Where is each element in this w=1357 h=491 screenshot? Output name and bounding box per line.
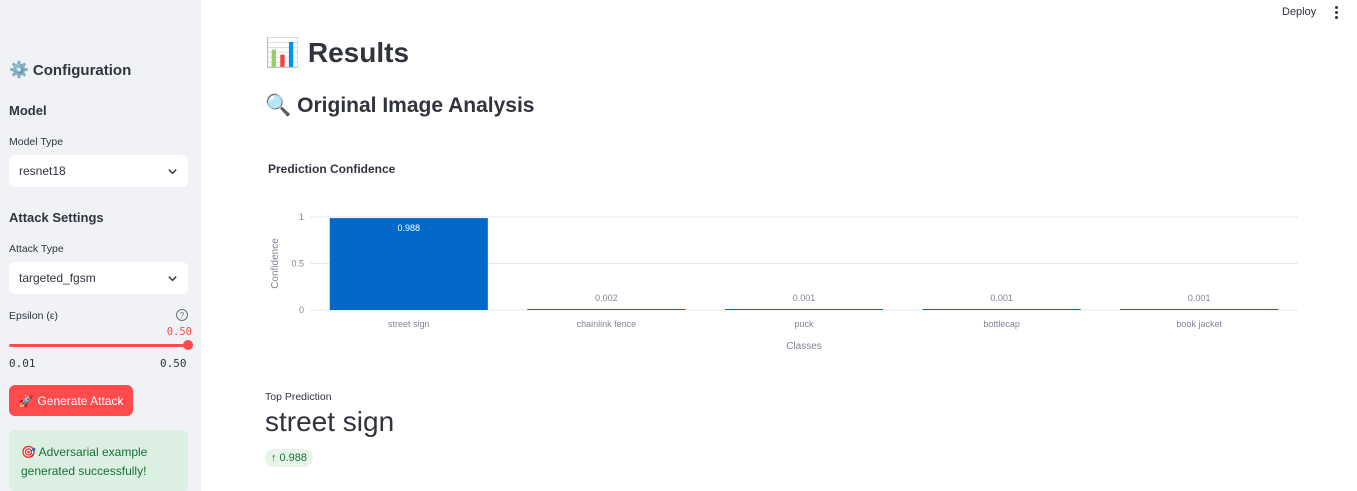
bar-value-label: 0.001: [990, 293, 1013, 303]
model-type-select[interactable]: resnet18: [9, 155, 188, 187]
sidebar-title: ⚙️ Configuration: [9, 60, 131, 80]
bar-value-label: 0.002: [595, 293, 618, 303]
chevron-down-icon: [168, 275, 177, 281]
y-tick-label: 1: [299, 212, 304, 222]
attack-settings-heading: Attack Settings: [9, 210, 104, 225]
bar: [922, 309, 1081, 310]
magnifier-icon: 🔍: [265, 94, 292, 117]
bar-chart-icon: 📊: [265, 37, 300, 68]
confidence-bar-chart: 0 0.5 1 Confidence 0.988 street sign 0.002 chai…: [270, 212, 1298, 352]
page-title: 📊 Results: [265, 36, 409, 69]
x-tick-label: street sign: [388, 319, 430, 329]
bar-value-label: 0.001: [793, 293, 816, 303]
bar: [527, 309, 686, 310]
model-heading: Model: [9, 103, 47, 118]
bar: [724, 309, 884, 310]
epsilon-current-value: 0.50: [166, 326, 192, 338]
top-prediction-label: Top Prediction: [265, 391, 332, 403]
deploy-button[interactable]: Deploy: [1282, 6, 1317, 18]
top-prediction-delta: ↑ 0.988: [265, 449, 314, 467]
chart-title: Prediction Confidence: [268, 162, 396, 176]
success-alert: 🎯 Adversarial example generated successf…: [9, 430, 188, 491]
gear-icon: ⚙️: [9, 62, 29, 79]
rocket-icon: 🚀: [18, 393, 34, 408]
epsilon-max: 0.50: [160, 357, 187, 370]
section-title: 🔍 Original Image Analysis: [265, 94, 534, 118]
attack-type-label: Attack Type: [9, 243, 64, 255]
target-icon: 🎯: [21, 445, 36, 459]
generate-attack-label: Generate Attack: [37, 393, 124, 408]
generate-attack-button[interactable]: 🚀 Generate Attack: [9, 385, 133, 416]
section-title-text: Original Image Analysis: [297, 94, 535, 117]
y-tick-label: 0: [299, 305, 304, 315]
page-title-text: Results: [307, 36, 410, 68]
success-message: Adversarial example generated successful…: [21, 445, 148, 478]
model-type-label: Model Type: [9, 136, 64, 148]
epsilon-min: 0.01: [9, 357, 36, 370]
top-prediction-delta-value: 0.988: [279, 452, 308, 464]
attack-type-select[interactable]: targeted_fgsm: [9, 262, 188, 294]
x-axis-title: Classes: [786, 341, 822, 352]
y-axis-title: Confidence: [270, 238, 281, 289]
epsilon-slider-thumb[interactable]: [183, 340, 193, 350]
bar-value-label: 0.988: [398, 223, 421, 233]
model-type-value: resnet18: [19, 164, 66, 178]
x-tick-label: chainlink fence: [577, 319, 637, 329]
sidebar: ⚙️ Configuration Model Model Type resnet…: [0, 0, 201, 491]
chevron-down-icon: [168, 168, 177, 174]
x-tick-label: bottlecap: [983, 319, 1020, 329]
bar: [1120, 309, 1279, 310]
x-tick-label: book jacket: [1176, 319, 1222, 329]
epsilon-label: Epsilon (ε): [9, 310, 59, 322]
arrow-up-icon: ↑: [271, 452, 277, 464]
main-menu-icon[interactable]: [1329, 4, 1343, 20]
bar: [329, 218, 488, 310]
attack-type-value: targeted_fgsm: [19, 271, 96, 285]
bar-value-label: 0.001: [1188, 293, 1211, 303]
help-icon[interactable]: ?: [176, 309, 188, 321]
x-tick-label: puck: [794, 319, 814, 329]
epsilon-slider-track[interactable]: [9, 344, 188, 347]
top-prediction-value: street sign: [265, 406, 395, 437]
y-tick-label: 0.5: [291, 259, 304, 269]
sidebar-title-text: Configuration: [32, 61, 132, 79]
